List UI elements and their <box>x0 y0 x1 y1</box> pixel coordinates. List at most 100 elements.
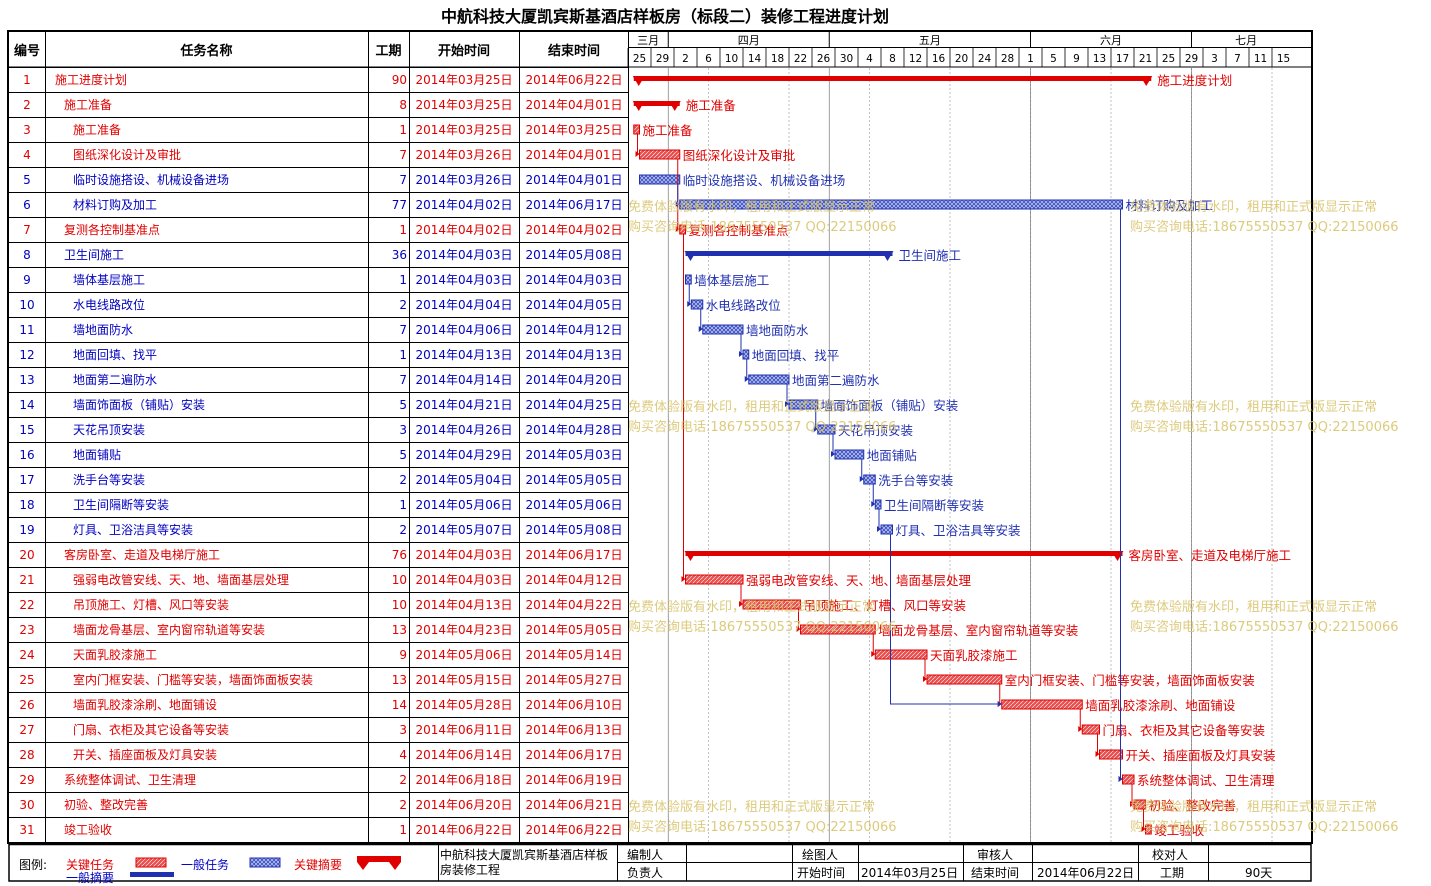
task-start: 2014年06月11日 <box>415 723 513 737</box>
table-row: 1 施工进度计划 90 2014年03月25日 2014年06月22日 <box>9 68 1311 93</box>
task-end: 2014年06月19日 <box>525 773 623 787</box>
table-row: 29 系统整体调试、卫生清理 2 2014年06月18日 2014年06月19日 <box>9 768 1311 793</box>
task-id: 7 <box>23 223 31 237</box>
footer-duration-label: 工期 <box>1160 866 1185 880</box>
task-start: 2014年06月18日 <box>415 773 513 787</box>
task-id: 30 <box>19 798 35 812</box>
watermark: 免费体验版有水印，租用和正式版显示正常 购买咨询电话:18675550537 QQ… <box>1130 800 1399 835</box>
task-start: 2014年06月14日 <box>415 748 513 762</box>
task-id: 18 <box>19 498 35 512</box>
task-start: 2014年05月07日 <box>415 523 513 537</box>
task-name: 初验、整改完善 <box>64 798 149 812</box>
task-start: 2014年04月14日 <box>415 373 513 387</box>
task-end: 2014年05月06日 <box>525 498 623 512</box>
task-duration: 7 <box>399 173 407 187</box>
task-end: 2014年06月10日 <box>525 698 623 712</box>
task-id: 11 <box>19 323 35 337</box>
task-name: 洗手台等安装 <box>73 473 146 487</box>
task-start: 2014年05月15日 <box>415 673 513 687</box>
table-row: 22 吊顶施工、灯槽、风口等安装 10 2014年04月13日 2014年04月22日 <box>9 593 1311 618</box>
table-row: 25 室内门框安装、门槛等安装，墙面饰面板安装 13 2014年05月15日 2014年… <box>9 668 1311 693</box>
task-id: 2 <box>23 98 31 112</box>
watermark: 免费体验版有水印，租用和正式版显示正常 购买咨询电话:18675550537 QQ… <box>1130 600 1399 635</box>
task-start: 2014年03月25日 <box>415 98 513 112</box>
footer-end-value: 2014年06月22日 <box>1037 866 1135 880</box>
task-id: 13 <box>19 373 35 387</box>
legend-label: 图例: <box>19 858 48 872</box>
task-duration: 13 <box>391 673 407 687</box>
task-name: 施工进度计划 <box>55 73 128 87</box>
task-end: 2014年03月25日 <box>525 123 623 137</box>
task-name: 临时设施搭设、机械设备进场 <box>73 173 230 187</box>
task-id: 28 <box>19 748 35 762</box>
task-duration: 1 <box>399 123 407 137</box>
table-row: 16 地面铺贴 5 2014年04月29日 2014年05月03日 <box>9 443 1311 468</box>
task-id: 5 <box>23 173 31 187</box>
legend-critical-task: 关键任务 <box>66 858 115 872</box>
task-id: 29 <box>19 773 35 787</box>
table-row: 19 灯具、卫浴洁具等安装 2 2014年05月07日 2014年05月08日 <box>9 518 1311 543</box>
table-row: 9 墙体基层施工 1 2014年04月03日 2014年04月03日 <box>9 268 1311 293</box>
task-name: 强弱电改管安线、天、地、墙面基层处理 <box>73 573 290 587</box>
task-end: 2014年04月28日 <box>525 423 623 437</box>
task-end: 2014年05月05日 <box>525 473 623 487</box>
table-row: 17 洗手台等安装 2 2014年05月04日 2014年05月05日 <box>9 468 1311 493</box>
task-duration: 77 <box>391 198 407 212</box>
task-name: 施工准备 <box>73 123 122 137</box>
header-start: 开始时间 <box>437 44 490 59</box>
table-row: 26 墙面乳胶漆涂刷、地面铺设 14 2014年05月28日 2014年06月10日 <box>9 693 1311 718</box>
task-end: 2014年06月13日 <box>525 723 623 737</box>
legend-normal-summary: 一般摘要 <box>66 871 115 885</box>
task-id: 16 <box>19 448 35 462</box>
task-name: 开关、插座面板及灯具安装 <box>73 748 218 762</box>
task-name: 材料订购及加工 <box>73 198 158 212</box>
task-start: 2014年05月04日 <box>415 473 513 487</box>
table-row: 13 地面第二遍防水 7 2014年04月14日 2014年04月20日 <box>9 368 1311 393</box>
task-end: 2014年06月17日 <box>525 748 623 762</box>
task-start: 2014年03月25日 <box>415 73 513 87</box>
task-end: 2014年04月12日 <box>525 323 623 337</box>
watermark: 免费体验版有水印，租用和正式版显示正常 购买咨询电话:18675550537 QQ… <box>628 400 897 435</box>
table-row: 28 开关、插座面板及灯具安装 4 2014年06月14日 2014年06月17日 <box>9 743 1311 768</box>
table-row: 8 卫生间施工 36 2014年04月03日 2014年05月08日 <box>9 243 1311 268</box>
task-start: 2014年04月03日 <box>415 573 513 587</box>
task-id: 26 <box>19 698 35 712</box>
task-duration: 10 <box>391 573 407 587</box>
task-id: 10 <box>19 298 35 312</box>
task-name: 室内门框安装、门槛等安装，墙面饰面板安装 <box>73 673 314 687</box>
task-duration: 2 <box>399 798 407 812</box>
table-row: 6 材料订购及加工 77 2014年04月02日 2014年06月17日 <box>9 193 1311 218</box>
task-id: 12 <box>19 348 35 362</box>
task-start: 2014年05月06日 <box>415 648 513 662</box>
task-end: 2014年06月22日 <box>525 73 623 87</box>
task-start: 2014年04月21日 <box>415 398 513 412</box>
task-start: 2014年03月26日 <box>415 173 513 187</box>
task-duration: 10 <box>391 598 407 612</box>
task-start: 2014年04月13日 <box>415 598 513 612</box>
task-id: 15 <box>19 423 35 437</box>
legend-critical-summary: 关键摘要 <box>294 858 343 872</box>
task-id: 9 <box>23 273 31 287</box>
task-duration: 7 <box>399 148 407 162</box>
task-id: 8 <box>23 248 31 262</box>
task-name: 系统整体调试、卫生清理 <box>64 773 197 787</box>
task-id: 1 <box>23 73 31 87</box>
task-name: 施工准备 <box>64 98 113 112</box>
table-row: 20 客房卧室、走道及电梯厅施工 76 2014年04月03日 2014年06月17日 <box>9 543 1311 568</box>
watermark: 免费体验版有水印，租用和正式版显示正常 购买咨询电话:18675550537 QQ… <box>628 800 897 835</box>
watermark: 免费体验版有水印，租用和正式版显示正常 购买咨询电话:18675550537 QQ… <box>628 200 897 235</box>
task-end: 2014年04月01日 <box>525 98 623 112</box>
task-name: 图纸深化设计及审批 <box>73 148 182 162</box>
task-end: 2014年06月17日 <box>525 548 623 562</box>
task-id: 23 <box>19 623 35 637</box>
footer-drawer-label: 绘图人 <box>802 848 839 862</box>
task-duration: 1 <box>399 498 407 512</box>
task-id: 6 <box>23 198 31 212</box>
task-name: 水电线路改位 <box>73 298 146 312</box>
header-end: 结束时间 <box>547 44 600 59</box>
task-end: 2014年06月22日 <box>525 823 623 837</box>
task-id: 27 <box>19 723 35 737</box>
task-start: 2014年04月03日 <box>415 273 513 287</box>
task-end: 2014年05月14日 <box>525 648 623 662</box>
task-start: 2014年06月22日 <box>415 823 513 837</box>
